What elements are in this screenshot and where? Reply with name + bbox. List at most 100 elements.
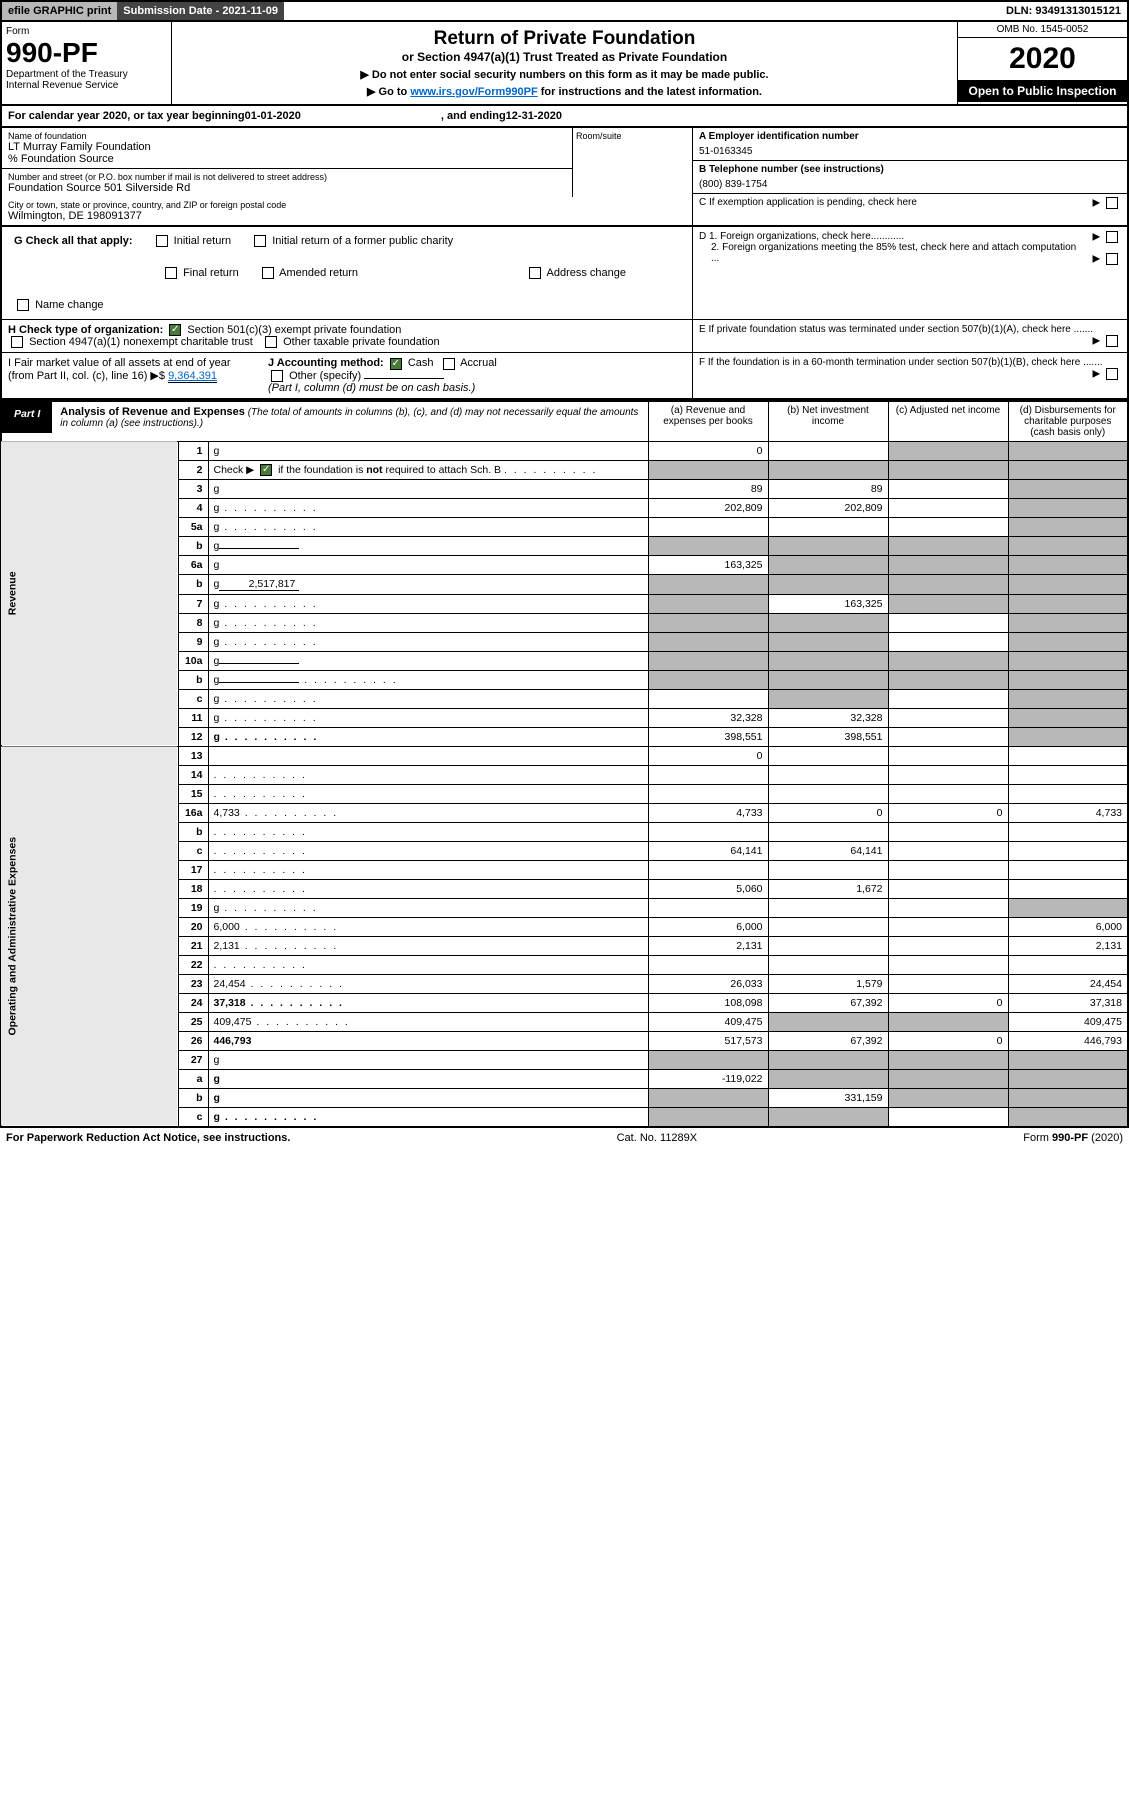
part1-desc: Analysis of Revenue and Expenses (The to… [52,402,647,433]
g-final-return[interactable] [165,267,177,279]
g-initial-return[interactable] [156,235,168,247]
amount-cell [648,765,768,784]
amount-cell [768,898,888,917]
amount-cell [768,1107,888,1127]
amount-cell [1008,860,1128,879]
amount-cell [888,517,1008,536]
amount-cell [1008,708,1128,727]
amount-cell [768,860,888,879]
inline-value [219,548,299,549]
amount-cell [768,1012,888,1031]
line-description [208,955,648,974]
line-description: 409,475 [208,1012,648,1031]
f-checkbox[interactable] [1106,368,1118,380]
table-row: Operating and Administrative Expenses130 [1,746,1128,765]
h-501c3-checkbox[interactable] [169,324,181,336]
h-4947-checkbox[interactable] [11,336,23,348]
footer-left: For Paperwork Reduction Act Notice, see … [6,1132,290,1144]
amount-cell [768,1069,888,1088]
g-address-change[interactable] [529,267,541,279]
city-state-zip: Wilmington, DE 198091377 [8,210,686,222]
schb-checkbox[interactable] [260,464,272,476]
line-number: c [178,841,208,860]
amount-cell: 2,131 [1008,936,1128,955]
amount-cell [888,1069,1008,1088]
line-description: g [208,708,648,727]
line-number: 17 [178,860,208,879]
amount-cell [1008,651,1128,670]
amount-cell [768,955,888,974]
ein-value: 51-0163345 [699,146,1121,157]
amount-cell: 32,328 [768,708,888,727]
line-number: b [178,670,208,689]
j-accrual-checkbox[interactable] [443,358,455,370]
amount-cell [1008,784,1128,803]
amount-cell [888,1107,1008,1127]
line-description: g [208,498,648,517]
city-label: City or town, state or province, country… [8,200,686,210]
amount-cell [1008,670,1128,689]
amount-cell [888,1088,1008,1107]
line-description [208,765,648,784]
inline-value [219,663,299,664]
amount-cell [888,955,1008,974]
amount-cell: 163,325 [768,594,888,613]
g-name-change[interactable] [17,299,29,311]
dln: DLN: 93491313015121 [1000,2,1127,20]
j-cash-checkbox[interactable] [390,358,402,370]
amount-cell [1008,746,1128,765]
amount-cell [1008,632,1128,651]
g-amended-return[interactable] [262,267,274,279]
i-value[interactable]: 9,364,391 [168,370,217,383]
part1-label: Part I [2,402,52,433]
room-suite-label: Room/suite [572,128,692,197]
d1-label: D 1. Foreign organizations, check here..… [699,231,904,242]
d2-checkbox[interactable] [1106,253,1118,265]
amount-cell [1008,498,1128,517]
j-note: (Part I, column (d) must be on cash basi… [268,382,475,394]
amount-cell: 0 [648,746,768,765]
amount-cell [648,536,768,555]
amount-cell [768,746,888,765]
efile-label[interactable]: efile GRAPHIC print [2,2,117,20]
form-header: Form 990-PF Department of the Treasury I… [0,22,1129,106]
phone-label: B Telephone number (see instructions) [699,164,1121,175]
amount-cell [1008,460,1128,479]
col-b-header: (b) Net investment income [768,401,888,442]
line-description: g [208,536,648,555]
line-description: g [208,1107,648,1127]
irs-link[interactable]: www.irs.gov/Form990PF [410,86,537,98]
line-description: g [208,727,648,746]
line-number: 20 [178,917,208,936]
amount-cell: 6,000 [648,917,768,936]
omb-number: OMB No. 1545-0052 [958,22,1127,38]
amount-cell: 4,733 [648,803,768,822]
amount-cell [1008,536,1128,555]
h-other-checkbox[interactable] [265,336,277,348]
line-number: 10a [178,651,208,670]
j-other-checkbox[interactable] [271,370,283,382]
amount-cell [1008,765,1128,784]
form-number: 990-PF [6,37,167,69]
amount-cell [1008,898,1128,917]
d1-checkbox[interactable] [1106,231,1118,243]
calendar-year-row: For calendar year 2020, or tax year begi… [0,106,1129,128]
line-number: c [178,689,208,708]
amount-cell: 409,475 [648,1012,768,1031]
amount-cell: 64,141 [768,841,888,860]
c-checkbox[interactable] [1106,197,1118,209]
amount-cell [888,574,1008,594]
e-checkbox[interactable] [1106,335,1118,347]
g-initial-former[interactable] [254,235,266,247]
line-description: g [208,1069,648,1088]
amount-cell: 89 [648,479,768,498]
line-description: 37,318 [208,993,648,1012]
amount-cell [1008,441,1128,460]
amount-cell: 24,454 [1008,974,1128,993]
line-description [208,746,648,765]
amount-cell: 0 [888,993,1008,1012]
top-bar: efile GRAPHIC print Submission Date - 20… [0,0,1129,22]
amount-cell [648,651,768,670]
amount-cell: 0 [888,1031,1008,1050]
amount-cell: 67,392 [768,1031,888,1050]
